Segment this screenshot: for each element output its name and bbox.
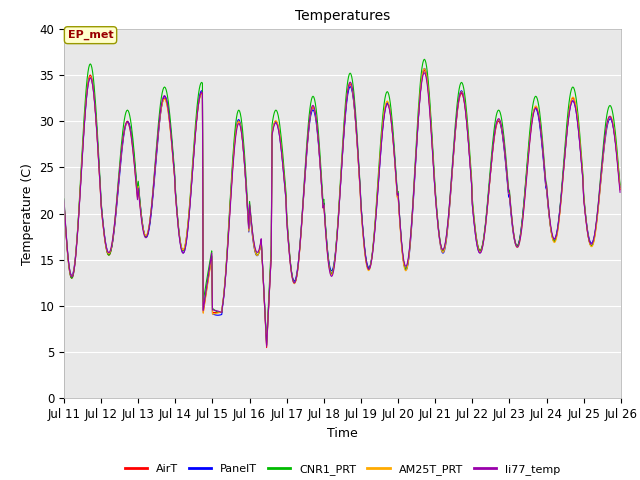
CNR1_PRT xyxy=(60,196,68,202)
PanelT xyxy=(616,184,624,190)
PanelT xyxy=(127,131,135,137)
li77_temp xyxy=(184,228,191,233)
AirT xyxy=(428,129,435,134)
li77_temp xyxy=(420,70,428,76)
CNR1_PRT xyxy=(420,57,428,62)
AM25T_PRT xyxy=(616,185,624,191)
li77_temp xyxy=(127,134,135,140)
PanelT xyxy=(428,126,435,132)
CNR1_PRT xyxy=(127,122,135,128)
li77_temp xyxy=(70,267,78,273)
PanelT xyxy=(60,200,68,206)
CNR1_PRT xyxy=(70,267,78,273)
CNR1_PRT xyxy=(213,309,221,314)
AM25T_PRT xyxy=(420,66,428,72)
Line: li77_temp: li77_temp xyxy=(64,73,620,346)
CNR1_PRT xyxy=(428,121,435,127)
AM25T_PRT xyxy=(70,266,78,272)
AirT xyxy=(70,268,78,274)
Line: PanelT: PanelT xyxy=(64,69,620,345)
AM25T_PRT xyxy=(184,223,191,229)
AM25T_PRT xyxy=(127,134,135,140)
Y-axis label: Temperature (C): Temperature (C) xyxy=(21,163,34,264)
li77_temp xyxy=(616,190,624,195)
AM25T_PRT xyxy=(263,343,271,348)
AirT xyxy=(410,180,418,186)
X-axis label: Time: Time xyxy=(327,427,358,440)
AirT xyxy=(127,132,135,138)
PanelT xyxy=(263,342,271,348)
PanelT xyxy=(213,312,221,318)
Line: AirT: AirT xyxy=(64,71,620,348)
PanelT xyxy=(410,182,418,188)
PanelT xyxy=(184,227,191,233)
AM25T_PRT xyxy=(60,200,68,206)
CNR1_PRT xyxy=(616,182,624,188)
AM25T_PRT xyxy=(213,310,221,316)
AirT xyxy=(616,187,624,192)
li77_temp xyxy=(60,197,68,203)
CNR1_PRT xyxy=(410,175,418,181)
CNR1_PRT xyxy=(263,339,271,345)
li77_temp xyxy=(213,308,221,314)
Legend: AirT, PanelT, CNR1_PRT, AM25T_PRT, li77_temp: AirT, PanelT, CNR1_PRT, AM25T_PRT, li77_… xyxy=(120,459,564,479)
CNR1_PRT xyxy=(184,223,191,229)
li77_temp xyxy=(410,179,418,185)
li77_temp xyxy=(428,132,435,137)
Text: EP_met: EP_met xyxy=(68,30,113,40)
AirT xyxy=(184,225,191,230)
AM25T_PRT xyxy=(410,180,418,185)
AM25T_PRT xyxy=(428,128,435,134)
AirT xyxy=(263,345,271,350)
AirT xyxy=(420,68,428,73)
Line: AM25T_PRT: AM25T_PRT xyxy=(64,69,620,346)
AirT xyxy=(213,310,221,315)
PanelT xyxy=(420,66,428,72)
Line: CNR1_PRT: CNR1_PRT xyxy=(64,60,620,342)
PanelT xyxy=(70,265,78,271)
li77_temp xyxy=(263,343,271,349)
AirT xyxy=(60,200,68,206)
Title: Temperatures: Temperatures xyxy=(295,10,390,24)
